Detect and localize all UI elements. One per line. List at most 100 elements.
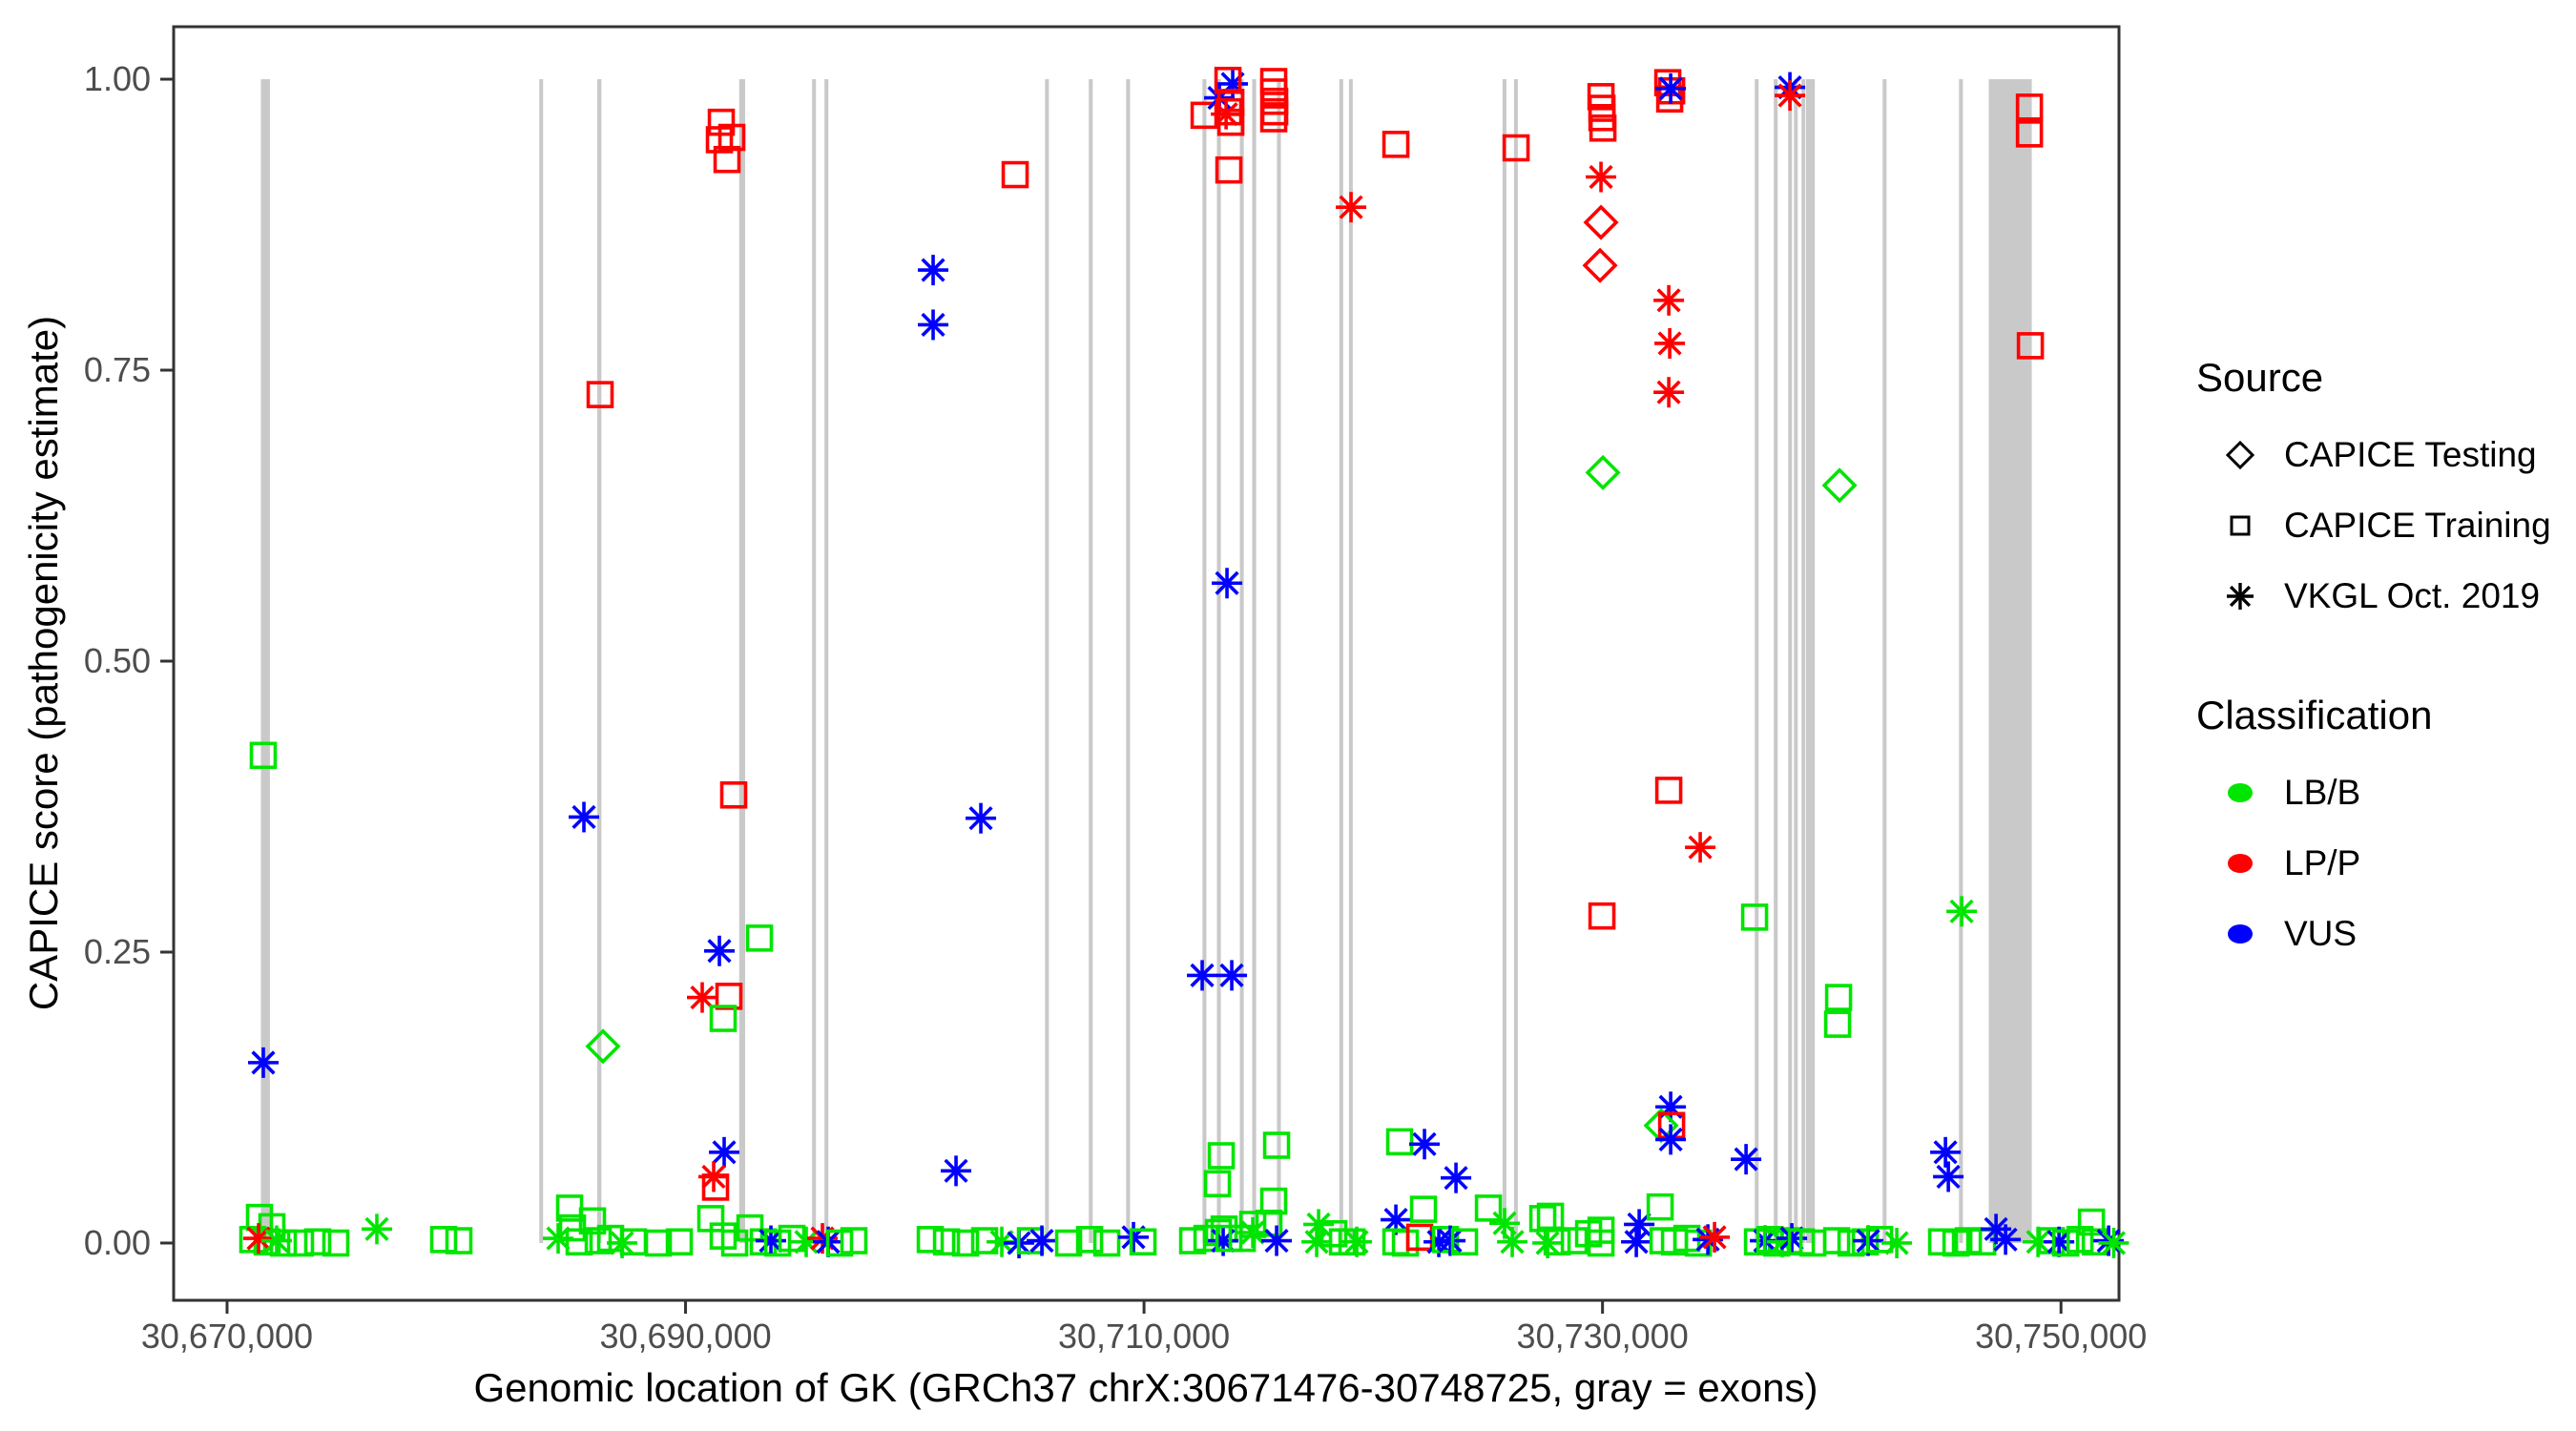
legend-classification-title: Classification — [2196, 693, 2433, 737]
data-point — [1054, 1229, 1083, 1257]
data-point — [1582, 247, 1618, 283]
data-point — [794, 1230, 819, 1255]
asterisk-legend-icon — [2227, 583, 2254, 610]
data-point — [968, 806, 993, 831]
data-point — [944, 1158, 968, 1183]
data-point — [701, 1173, 730, 1201]
data-point — [1627, 1212, 1652, 1237]
diamond-legend-icon — [2225, 440, 2255, 470]
data-point — [1450, 1228, 1479, 1256]
data-point — [1319, 1219, 1348, 1248]
data-point — [586, 381, 614, 408]
data-point — [1444, 1166, 1468, 1191]
x-axis-title: Genomic location of GK (GRCh37 chrX:3067… — [473, 1365, 1818, 1410]
data-point — [1821, 467, 1858, 504]
data-point — [1646, 1192, 1674, 1221]
data-point — [1207, 1142, 1236, 1170]
data-point — [1583, 204, 1619, 240]
y-tick-label: 1.00 — [84, 59, 151, 98]
data-point — [1588, 902, 1616, 930]
data-point — [1262, 1131, 1291, 1159]
exon-bar — [260, 79, 270, 1243]
exon-bar — [1239, 79, 1244, 1243]
data-point — [1385, 1128, 1414, 1156]
data-point — [1215, 570, 1239, 595]
data-point — [1438, 1228, 1463, 1254]
exon-bar — [1089, 79, 1093, 1243]
data-point — [2051, 1229, 2080, 1257]
legend-glyph — [2196, 428, 2284, 482]
exon-bar — [1801, 79, 1806, 1243]
legend-item-lb-b: LB/B — [2196, 757, 2568, 828]
data-point — [1658, 76, 1683, 101]
data-point — [546, 1226, 571, 1251]
data-point — [1656, 380, 1681, 404]
data-point — [1589, 164, 1613, 190]
data-point — [1933, 1140, 1958, 1165]
legend-item-label: LP/P — [2284, 843, 2361, 882]
data-point — [1259, 1187, 1288, 1215]
data-point — [763, 1229, 792, 1257]
data-point — [2046, 1230, 2071, 1255]
data-point — [1823, 1010, 1852, 1038]
legend-item-vkgl: VKGL Oct. 2019 — [2196, 561, 2568, 632]
data-point — [1543, 1228, 1571, 1256]
data-point — [2077, 1208, 2106, 1236]
data-point — [1219, 963, 1244, 987]
data-point — [1884, 1231, 1909, 1255]
y-tick-label: 0.75 — [84, 350, 151, 389]
data-point — [840, 1227, 868, 1255]
data-point — [921, 312, 945, 338]
data-point — [249, 741, 278, 770]
data-point — [1936, 1164, 1961, 1190]
data-point — [1658, 1127, 1683, 1151]
data-point — [745, 924, 774, 952]
data-point — [1502, 134, 1530, 162]
legend-item-training: CAPICE Training — [2196, 490, 2568, 561]
data-point — [1560, 1227, 1589, 1255]
data-point — [1535, 1231, 1560, 1255]
data-point — [1029, 1228, 1054, 1254]
data-point — [571, 804, 596, 830]
legend: Source CAPICE Testing CAPICE Training VKGL… — [2196, 355, 2568, 969]
square-legend-icon — [2230, 515, 2251, 536]
data-point — [1740, 903, 1769, 931]
x-tick-label: 30,750,000 — [1975, 1317, 2147, 1356]
data-point — [303, 1228, 332, 1256]
data-point — [1190, 963, 1215, 987]
x-tick-label: 30,730,000 — [1517, 1317, 1689, 1356]
data-point — [758, 1228, 783, 1254]
legend-item-label: VUS — [2284, 914, 2358, 953]
data-point — [286, 1229, 315, 1257]
y-tick-label: 0.00 — [84, 1223, 151, 1262]
data-point — [709, 1005, 737, 1032]
legend-classification-group: Classification LB/B LP/P VUS — [2196, 693, 2568, 969]
data-point — [1339, 195, 1363, 219]
data-point — [1492, 1211, 1517, 1235]
data-point — [1259, 105, 1288, 133]
data-point — [1178, 1227, 1207, 1255]
exon-bar — [1788, 79, 1793, 1243]
data-point — [1306, 1212, 1331, 1237]
data-point — [1304, 1230, 1329, 1255]
data-point — [1216, 108, 1245, 136]
data-point — [1240, 1220, 1265, 1245]
x-tick-label: 30,690,000 — [599, 1317, 771, 1356]
data-point — [1624, 1230, 1649, 1255]
data-point — [1500, 1230, 1525, 1255]
data-point — [1587, 1229, 1615, 1257]
data-point — [1927, 1228, 1956, 1256]
legend-item-label: VKGL Oct. 2019 — [2284, 576, 2541, 615]
data-point — [2015, 120, 2044, 148]
data-point — [1688, 835, 1713, 860]
legend-source-items: CAPICE Testing CAPICE Training VKGL Oct. 2… — [2196, 420, 2568, 632]
data-point — [1653, 69, 1682, 96]
legend-item-label: LB/B — [2284, 773, 2361, 812]
data-point — [1203, 1170, 1232, 1198]
data-point — [713, 145, 741, 174]
data-point — [1822, 1227, 1851, 1255]
y-tick-label: 0.25 — [84, 932, 151, 971]
data-point — [1474, 1194, 1503, 1222]
